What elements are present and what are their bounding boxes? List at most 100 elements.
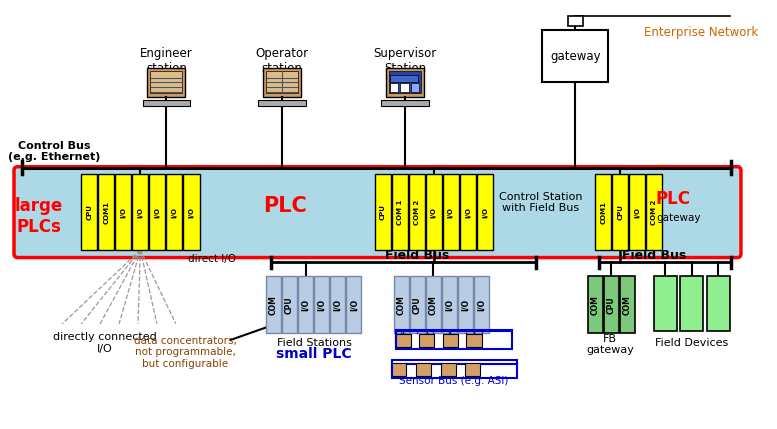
Bar [629, 174, 646, 250]
Text: I/O: I/O [189, 207, 194, 218]
Text: I/O: I/O [461, 299, 470, 311]
Text: COM 2: COM 2 [414, 199, 420, 225]
Text: CPU: CPU [413, 296, 422, 314]
Bar [466, 334, 482, 347]
Text: I/O: I/O [477, 299, 486, 311]
Text: PLC: PLC [655, 190, 690, 208]
Bar [400, 83, 409, 92]
Bar [426, 174, 442, 250]
Bar [391, 363, 406, 376]
Bar [388, 71, 421, 93]
Text: FB
gateway: FB gateway [587, 334, 634, 356]
Text: I/O: I/O [301, 299, 310, 311]
Text: Engineer
station: Engineer station [140, 48, 193, 76]
Bar [409, 174, 425, 250]
Text: COM1: COM1 [103, 201, 110, 224]
Text: direct I/O: direct I/O [188, 254, 236, 264]
Bar [386, 68, 424, 97]
Bar [443, 334, 458, 347]
Bar [542, 30, 608, 82]
Bar [258, 100, 305, 106]
Bar [442, 277, 457, 333]
Text: I/O: I/O [350, 299, 358, 311]
Text: Control Bus
(e.g. Ethernet): Control Bus (e.g. Ethernet) [8, 141, 100, 162]
Text: I/O: I/O [138, 207, 144, 218]
Text: I/O: I/O [430, 207, 437, 218]
Bar [646, 174, 663, 250]
Bar [620, 277, 635, 333]
Bar [410, 83, 419, 92]
Text: gateway: gateway [550, 50, 601, 63]
Text: COM: COM [269, 295, 278, 315]
Text: gateway: gateway [657, 213, 701, 223]
Bar [150, 71, 183, 93]
Bar [707, 277, 730, 331]
Text: Enterprise Network: Enterprise Network [644, 26, 758, 39]
Bar [314, 277, 329, 333]
Bar [426, 277, 441, 333]
Bar [443, 174, 459, 250]
Bar [395, 334, 410, 347]
Bar [266, 277, 281, 333]
Text: data concentrators,
not programmable,
but configurable: data concentrators, not programmable, bu… [134, 335, 237, 369]
Text: Supervisor
Station: Supervisor Station [373, 48, 437, 76]
Text: COM: COM [429, 295, 437, 315]
Bar [82, 174, 97, 250]
Bar [330, 277, 345, 333]
Text: Control Station
with Field Bus: Control Station with Field Bus [499, 192, 582, 214]
Bar [441, 363, 456, 376]
Bar [416, 363, 431, 376]
Bar [612, 174, 629, 250]
Bar [458, 277, 473, 333]
Text: COM1: COM1 [601, 201, 606, 224]
Text: Field Bus: Field Bus [385, 249, 449, 262]
Bar [477, 174, 493, 250]
Text: Operator
station: Operator station [256, 48, 308, 76]
Text: Field Stations: Field Stations [277, 338, 351, 348]
Text: I/O: I/O [120, 207, 127, 218]
Bar [654, 277, 677, 331]
Bar [298, 277, 313, 333]
Text: I/O: I/O [445, 299, 454, 311]
Text: directly connected
I/O: directly connected I/O [53, 332, 157, 353]
Bar [375, 174, 391, 250]
Text: COM 1: COM 1 [397, 199, 402, 225]
Bar [681, 277, 703, 331]
Bar [465, 363, 479, 376]
Bar [263, 68, 301, 97]
Bar [460, 174, 476, 250]
Text: I/O: I/O [634, 207, 640, 218]
Bar [166, 174, 183, 250]
Bar [143, 100, 190, 106]
Bar [347, 277, 361, 333]
Text: CPU: CPU [617, 204, 623, 220]
Text: I/O: I/O [465, 207, 471, 218]
Text: small PLC: small PLC [277, 347, 352, 361]
Text: CPU: CPU [607, 296, 616, 314]
Bar [149, 174, 166, 250]
Bar [419, 334, 434, 347]
Bar [392, 360, 517, 378]
Text: I/O: I/O [155, 207, 160, 218]
FancyBboxPatch shape [14, 167, 741, 257]
Text: I/O: I/O [448, 207, 454, 218]
Bar [587, 277, 603, 333]
Text: COM: COM [623, 295, 632, 315]
Text: CPU: CPU [86, 204, 92, 220]
Bar [409, 277, 425, 333]
Text: I/O: I/O [333, 299, 342, 311]
Bar [396, 331, 512, 349]
Text: Sensor Bus (e.g. ASI): Sensor Bus (e.g. ASI) [399, 376, 509, 386]
Text: I/O: I/O [482, 207, 488, 218]
Bar [568, 16, 583, 26]
Text: Field Bus: Field Bus [622, 249, 686, 262]
Bar [392, 174, 408, 250]
Text: COM: COM [591, 295, 600, 315]
Bar [266, 71, 298, 93]
Bar [382, 100, 429, 106]
Text: I/O: I/O [317, 299, 326, 311]
Bar [474, 277, 490, 333]
Bar [604, 277, 618, 333]
Bar [132, 174, 148, 250]
Bar [183, 174, 200, 250]
